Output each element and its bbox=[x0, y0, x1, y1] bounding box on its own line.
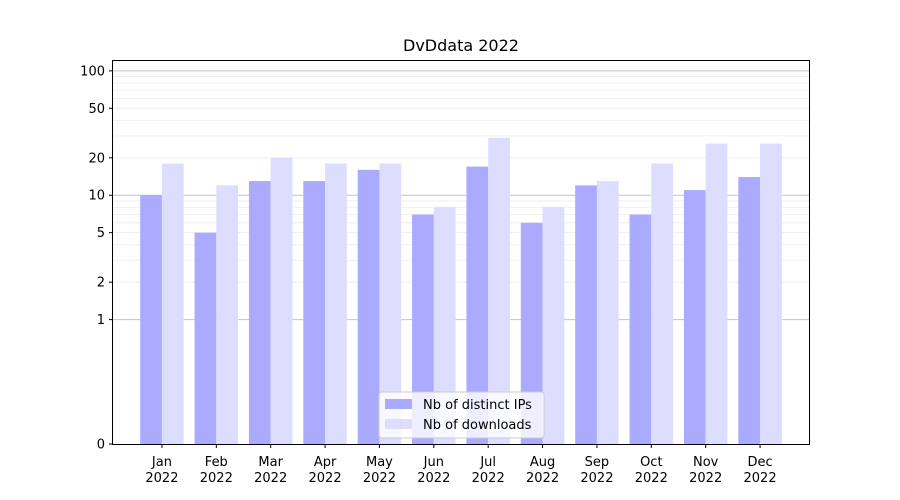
legend: Nb of distinct IPs Nb of downloads bbox=[378, 391, 545, 439]
x-tick-label-year: 2022 bbox=[526, 471, 559, 486]
bar-downloads bbox=[760, 143, 782, 444]
x-tick-label-year: 2022 bbox=[145, 471, 178, 486]
x-tick-label-month: Apr bbox=[314, 455, 337, 470]
bar-downloads bbox=[705, 143, 728, 444]
x-tick-label-month: Sep bbox=[585, 455, 610, 470]
bar-distinct-ips bbox=[357, 169, 380, 444]
legend-label: Nb of downloads bbox=[423, 418, 532, 433]
bar-distinct-ips bbox=[738, 177, 761, 444]
bar-distinct-ips bbox=[683, 190, 706, 444]
y-tick-label: 2 bbox=[97, 276, 105, 291]
x-tick-label-year: 2022 bbox=[635, 471, 668, 486]
x-tick-label-year: 2022 bbox=[417, 471, 450, 486]
bar-distinct-ips bbox=[520, 222, 543, 444]
x-tick-label-year: 2022 bbox=[580, 471, 613, 486]
legend-swatch bbox=[385, 419, 412, 429]
y-axis: 0 1 2 5 10 20 50 100 bbox=[80, 64, 113, 453]
x-tick-label-month: Dec bbox=[747, 455, 772, 470]
y-tick-label: 50 bbox=[88, 102, 105, 117]
x-tick-label-month: Feb bbox=[205, 455, 228, 470]
x-tick-label-year: 2022 bbox=[200, 471, 233, 486]
bars bbox=[140, 137, 782, 445]
x-tick-label-year: 2022 bbox=[689, 471, 722, 486]
x-tick-label-month: Mar bbox=[258, 455, 283, 470]
bar-downloads bbox=[270, 157, 293, 444]
x-tick-label-month: Nov bbox=[693, 455, 719, 470]
y-tick-label: 20 bbox=[88, 151, 105, 166]
bar-downloads bbox=[542, 207, 565, 444]
bar-downloads bbox=[325, 163, 347, 444]
bar-distinct-ips bbox=[412, 214, 434, 444]
x-tick-label-month: May bbox=[366, 455, 393, 470]
bar-downloads bbox=[379, 163, 402, 444]
legend-box bbox=[378, 391, 545, 439]
x-tick-label-month: Jun bbox=[423, 455, 444, 470]
x-tick-label-month: Aug bbox=[530, 455, 555, 470]
bar-distinct-ips bbox=[194, 232, 217, 444]
legend-label: Nb of distinct IPs bbox=[423, 398, 532, 413]
bar-distinct-ips bbox=[575, 185, 597, 444]
bar-downloads bbox=[596, 181, 619, 444]
bar-distinct-ips bbox=[248, 181, 271, 444]
x-tick-label-year: 2022 bbox=[472, 471, 505, 486]
x-tick-label-year: 2022 bbox=[744, 471, 777, 486]
bar-downloads bbox=[216, 185, 239, 444]
bar-downloads bbox=[433, 207, 456, 444]
bar-distinct-ips bbox=[629, 214, 652, 444]
x-tick-label-month: Jan bbox=[151, 455, 172, 470]
plot-frame bbox=[112, 60, 810, 445]
bar-downloads bbox=[651, 163, 674, 444]
x-axis: Jan2022Feb2022Mar2022Apr2022May2022Jun20… bbox=[145, 444, 777, 486]
y-tick-label: 0 bbox=[97, 438, 105, 453]
y-tick-label: 1 bbox=[97, 313, 105, 328]
x-tick-label-year: 2022 bbox=[363, 471, 396, 486]
legend-swatch bbox=[385, 399, 412, 409]
bar-distinct-ips bbox=[303, 181, 326, 444]
bar-downloads bbox=[161, 163, 184, 444]
x-tick-label-month: Oct bbox=[640, 455, 662, 470]
y-tick-label: 5 bbox=[97, 226, 105, 241]
bar-distinct-ips bbox=[466, 166, 489, 444]
x-tick-label-year: 2022 bbox=[254, 471, 287, 486]
bar-downloads bbox=[488, 137, 510, 445]
chart-title: DvDdata 2022 bbox=[403, 36, 519, 55]
bar-distinct-ips bbox=[140, 195, 162, 444]
y-tick-label: 10 bbox=[88, 189, 105, 204]
x-tick-label-month: Jul bbox=[479, 455, 496, 470]
y-tick-label: 100 bbox=[80, 64, 105, 79]
x-tick-label-year: 2022 bbox=[309, 471, 342, 486]
